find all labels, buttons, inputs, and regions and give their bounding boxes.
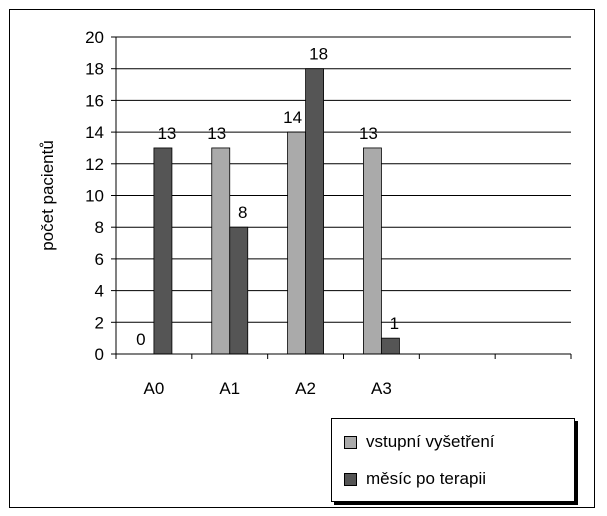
y-tick-label: 6 xyxy=(95,250,104,269)
y-tick-label: 20 xyxy=(85,28,104,47)
data-labels: 0 13 13 8 14 18 13 1 xyxy=(136,45,399,349)
y-axis-label: počet pacientů xyxy=(38,140,57,251)
legend-swatch-series-1 xyxy=(344,435,357,449)
y-tick-label: 18 xyxy=(85,60,104,79)
bar xyxy=(153,147,173,355)
y-tick-label: 0 xyxy=(95,345,104,364)
legend-item-series-1: vstupní vyšetření xyxy=(344,429,495,455)
y-tick-label: 2 xyxy=(95,313,104,332)
legend-swatch-series-2 xyxy=(344,472,357,486)
bar xyxy=(305,68,324,355)
data-label: 1 xyxy=(390,314,399,333)
bars xyxy=(153,68,400,355)
x-tick-label: A2 xyxy=(295,379,316,398)
bar xyxy=(229,226,249,355)
y-axis-ticks: 0 2 4 6 8 10 12 14 16 18 20 xyxy=(85,28,116,364)
legend-item-series-2: měsíc po terapii xyxy=(344,466,486,492)
legend-label-series-1: vstupní vyšetření xyxy=(366,432,495,451)
bar xyxy=(363,147,382,355)
data-label: 13 xyxy=(157,124,176,143)
data-label: 18 xyxy=(309,45,328,64)
y-tick-label: 12 xyxy=(85,155,104,174)
data-label: 13 xyxy=(207,124,226,143)
legend-label-series-2: měsíc po terapii xyxy=(366,469,486,488)
x-axis-ticks: A0 A1 A2 A3 xyxy=(115,354,572,398)
bar xyxy=(287,131,306,355)
x-tick-label: A1 xyxy=(219,379,240,398)
data-label: 14 xyxy=(283,108,302,127)
gridlines xyxy=(116,36,571,323)
y-tick-label: 10 xyxy=(85,187,104,206)
bar xyxy=(211,147,231,355)
y-tick-label: 8 xyxy=(95,218,104,237)
y-tick-label: 16 xyxy=(85,91,104,110)
y-tick-label: 14 xyxy=(85,123,104,142)
data-label: 0 xyxy=(136,330,145,349)
data-label: 13 xyxy=(359,124,378,143)
data-label: 8 xyxy=(238,203,247,222)
bar xyxy=(381,337,400,355)
x-tick-label: A0 xyxy=(144,379,165,398)
legend: vstupní vyšetření měsíc po terapii xyxy=(331,418,575,502)
x-tick-label: A3 xyxy=(371,379,392,398)
y-tick-label: 4 xyxy=(95,282,104,301)
